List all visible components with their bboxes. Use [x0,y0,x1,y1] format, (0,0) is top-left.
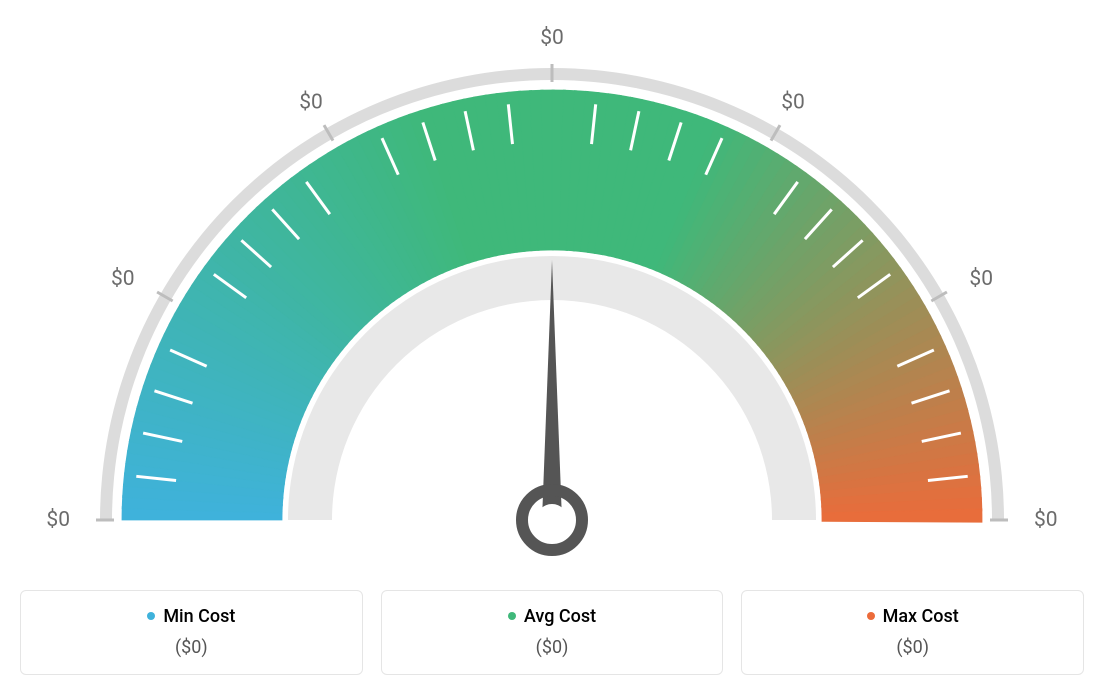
legend-value-avg: ($0) [392,637,713,658]
gauge-tick-label: $0 [1034,508,1058,532]
legend-text-max: Max Cost [883,606,959,627]
legend-value-min: ($0) [31,637,352,658]
legend-dot-min [147,612,155,620]
gauge-tick-label: $0 [781,91,805,115]
gauge-tick-label: $0 [111,267,135,291]
legend-card-avg: Avg Cost ($0) [381,590,724,675]
gauge-tick-label: $0 [540,26,564,50]
gauge-tick-label: $0 [969,267,993,291]
legend-label-max: Max Cost [867,606,959,627]
legend-text-min: Min Cost [163,606,235,627]
cost-gauge: $0 $0 $0 $0 $0 $0 $0 [20,20,1084,580]
legend-card-max: Max Cost ($0) [741,590,1084,675]
gauge-tick-label: $0 [46,508,70,532]
legend-row: Min Cost ($0) Avg Cost ($0) Max Cost ($0… [20,590,1084,675]
gauge-tick-label: $0 [299,91,323,115]
legend-dot-max [867,612,875,620]
legend-text-avg: Avg Cost [524,606,596,627]
legend-value-max: ($0) [752,637,1073,658]
legend-label-avg: Avg Cost [508,606,596,627]
legend-label-min: Min Cost [147,606,235,627]
gauge-svg: $0 $0 $0 $0 $0 $0 $0 [20,20,1084,580]
legend-dot-avg [508,612,516,620]
legend-card-min: Min Cost ($0) [20,590,363,675]
